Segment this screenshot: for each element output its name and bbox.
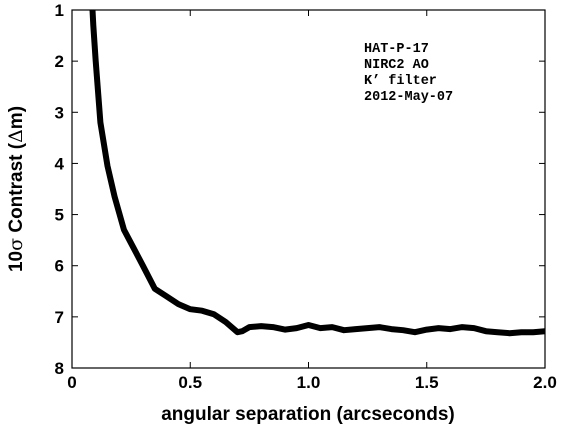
annotation-line: NIRC2 AO [364, 58, 429, 73]
y-axis-title-delta: Δ [5, 129, 27, 143]
tick-labels: 0 0.5 1.0 1.5 2.0 1 2 3 4 5 6 7 8 [55, 1, 557, 392]
x-tick-label: 2.0 [533, 373, 557, 392]
y-tick-label: 4 [55, 154, 65, 173]
y-axis-title-mid: Contrast ( [6, 142, 27, 238]
series-group [89, 10, 545, 337]
y-tick-label: 5 [55, 206, 64, 225]
x-tick-label: 0 [67, 373, 76, 392]
axis-ticks [71, 9, 546, 369]
y-axis-title-sigma: σ [5, 238, 27, 251]
annotation-line: K’ filter [364, 74, 437, 89]
y-tick-label: 7 [55, 308, 64, 327]
annotation-line: 2012-May-07 [364, 90, 453, 105]
y-tick-label: 8 [55, 359, 64, 378]
y-tick-label: 6 [55, 257, 64, 276]
x-axis-title: angular separation (arcseconds) [161, 404, 455, 425]
y-tick-label: 1 [55, 1, 64, 20]
x-tick-label: 1.0 [297, 373, 321, 392]
y-tick-label: 3 [55, 103, 64, 122]
y-axis-title-prefix: 10 [6, 251, 27, 272]
x-tick-label: 0.5 [178, 373, 202, 392]
contrast-curve-line [89, 10, 545, 337]
x-tick-label: 1.5 [415, 373, 439, 392]
annotation-line: HAT-P-17 [364, 42, 429, 57]
y-axis-title: 10σ Contrast (Δm) [5, 106, 27, 272]
plot-frame [71, 9, 546, 369]
y-tick-label: 2 [55, 52, 64, 71]
y-axis-title-suffix: m) [6, 106, 27, 129]
